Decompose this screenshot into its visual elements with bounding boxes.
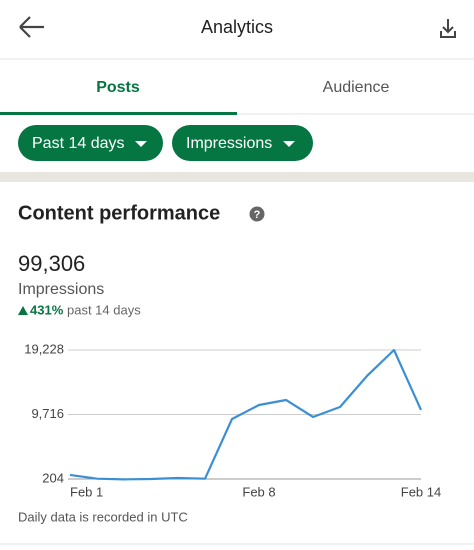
dropdown-arrow bbox=[283, 141, 295, 147]
filter-metric[interactable] bbox=[172, 125, 313, 161]
download-button[interactable] bbox=[440, 19, 456, 38]
back-button[interactable] bbox=[19, 16, 44, 38]
x-tick-label: Feb 1 bbox=[70, 484, 103, 499]
tab-audience[interactable]: Audience bbox=[323, 79, 390, 96]
line-series bbox=[69, 348, 423, 481]
tab-posts[interactable]: Posts bbox=[96, 79, 140, 96]
help-icon[interactable] bbox=[249, 206, 265, 222]
dropdown-arrow bbox=[135, 141, 147, 147]
x-tick-label: Feb 14 bbox=[401, 484, 441, 499]
y-tick-label: 204 bbox=[42, 470, 64, 485]
metric-label: Impressions bbox=[18, 281, 104, 298]
y-tick-label: 9,716 bbox=[31, 406, 64, 421]
header-title: Analytics bbox=[201, 17, 273, 37]
footnote: Daily data is recorded in UTC bbox=[18, 509, 188, 524]
up-arrow bbox=[18, 306, 28, 315]
filter-metric-label: Impressions bbox=[186, 135, 272, 152]
y-tick-label: 19,228 bbox=[24, 341, 64, 356]
change-value: 431% bbox=[30, 302, 64, 317]
filter-period-label: Past 14 days bbox=[32, 135, 125, 152]
section-separator bbox=[0, 172, 474, 182]
help-icon-glyph: ? bbox=[254, 209, 261, 221]
total-value: 99,306 bbox=[18, 251, 85, 276]
change-period: past 14 days bbox=[67, 302, 141, 317]
filter-period[interactable] bbox=[18, 125, 163, 161]
tab-indicator bbox=[0, 112, 237, 115]
section-title: Content performance bbox=[18, 202, 220, 224]
x-tick-label: Feb 8 bbox=[242, 484, 275, 499]
